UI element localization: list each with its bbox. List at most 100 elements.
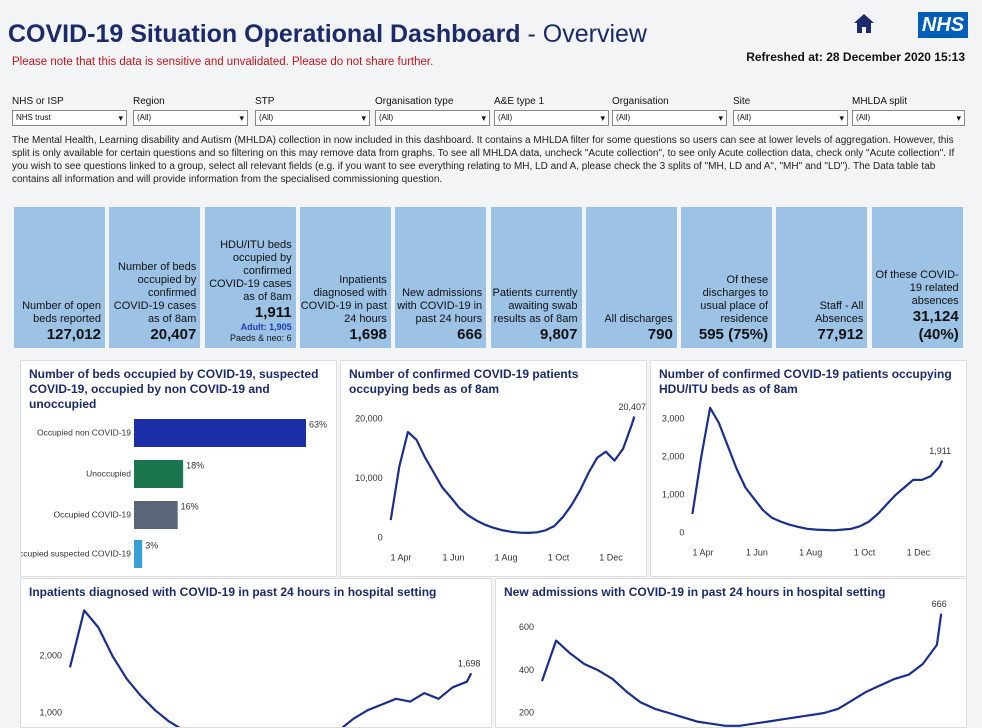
dropdown[interactable]: (All) [494, 110, 609, 126]
home-icon[interactable] [852, 12, 876, 36]
chart-panel: 0 1,000 2,000 3,000 1 Apr 1 Jun 1 Aug 1 Oct 1 De… [650, 360, 967, 577]
kpi-tile: All discharges 790 [585, 207, 677, 348]
title-main: COVID-19 Situation Operational Dashboard [8, 20, 521, 48]
chart-panel: Occupied non COVID-19 63% Unoccupied 18% Occ… [20, 360, 337, 577]
kpi-value: 1,911 [254, 304, 292, 321]
kpi-tile: Of these COVID-19 related absences 31,124… [871, 207, 963, 348]
filter-label: A&E type 1 [494, 96, 545, 107]
filter-label: STP [255, 96, 275, 107]
y-tick-label: 0 [378, 532, 383, 542]
filter: STP (All) [255, 96, 370, 126]
chart: 200 400 600 666 [519, 599, 947, 727]
bar [134, 419, 306, 447]
kpi-value: 666 [457, 326, 483, 343]
chart-title: New admissions with COVID-19 in past 24 … [504, 585, 886, 599]
x-tick-label: 1 Apr [692, 547, 713, 557]
x-tick-label: 1 Oct [854, 547, 876, 557]
filter: NHS or ISP NHS trust [12, 96, 127, 126]
x-tick-label: 1 Dec [907, 547, 931, 557]
category-label: Occupied non COVID-19 [37, 427, 131, 437]
kpi-label: Number of open beds reported [22, 300, 101, 325]
kpi-tile: HDU/ITU beds occupied by confirmed COVID… [204, 207, 296, 348]
filter: Organisation (All) [612, 96, 727, 126]
kpi-label: HDU/ITU beds occupied by confirmed COVID… [209, 239, 292, 303]
category-label: Occupied COVID-19 [54, 509, 132, 519]
filter: A&E type 1 (All) [494, 96, 609, 126]
dropdown[interactable]: NHS trust [12, 110, 127, 126]
kpi-value: 77,912 [817, 326, 864, 343]
end-label: 666 [932, 599, 947, 609]
x-tick-label: 1 Jun [443, 552, 465, 562]
filter: Organisation type (All) [375, 96, 490, 126]
chart: 1,000 2,000 1,698 [39, 609, 481, 727]
line [691, 406, 944, 532]
line [540, 613, 943, 727]
category-label: Unoccupied [86, 468, 131, 478]
dropdown[interactable]: (All) [133, 110, 248, 126]
value-label: 3% [145, 540, 158, 550]
header-title: COVID-19 Situation Operational Dashboard… [8, 20, 647, 49]
y-tick-label: 0 [679, 527, 684, 537]
y-tick-label: 10,000 [355, 473, 383, 483]
kpi-paeds: Paeds & neo: 6 [230, 333, 292, 343]
kpi-value: 1,698 [349, 326, 387, 343]
kpi-value: 20,407 [150, 326, 197, 343]
y-tick-label: 1,000 [39, 707, 62, 717]
bar [134, 540, 143, 568]
warning: Please note that this data is sensitive … [12, 56, 434, 68]
chart-title: Inpatients diagnosed with COVID-19 in pa… [29, 585, 437, 599]
kpi-adult: Adult: 1,905 [240, 322, 292, 332]
kpi-value: 790 [647, 326, 673, 343]
dropdown[interactable]: (All) [375, 110, 490, 126]
chart-panel: 0 10,000 20,000 1 Apr 1 Jun 1 Aug 1 Oct 1 Dec 20… [340, 360, 647, 577]
y-tick-label: 2,000 [39, 650, 62, 660]
filter-label: Region [133, 96, 165, 107]
kpi-tile: New admissions with COVID-19 in past 24 … [395, 207, 487, 348]
title-sub: - Overview [527, 20, 647, 48]
bar [134, 501, 178, 529]
y-tick-label: 1,000 [662, 489, 685, 499]
dropdown[interactable]: (All) [733, 110, 848, 126]
end-label: 1,911 [929, 446, 951, 456]
kpi-value: 9,807 [539, 326, 578, 343]
kpi-label: New admissions with COVID-19 in past 24 … [397, 287, 483, 325]
kpi-label: Inpatients diagnosed with COVID-19 in pa… [300, 274, 387, 325]
x-tick-label: 1 Aug [495, 552, 518, 562]
kpi-value: 31,124 (40%) [912, 308, 959, 343]
filter-label: Organisation [612, 96, 669, 107]
chart: Occupied non COVID-19 63% Unoccupied 18% Occ… [21, 419, 327, 568]
value-label: 16% [181, 501, 199, 511]
value-label: 18% [186, 460, 204, 470]
kpi-label: Number of beds occupied by confirmed COV… [113, 261, 197, 325]
chart-title: Number of beds occupied by COVID-19, sus… [29, 367, 319, 411]
chart-title: Number of confirmed COVID-19 patients oc… [349, 367, 579, 396]
end-label: 1,698 [458, 659, 481, 669]
chart-title: Number of confirmed COVID-19 patients oc… [659, 367, 952, 396]
dropdown[interactable]: (All) [612, 110, 727, 126]
dropdown[interactable]: (All) [255, 110, 370, 126]
bar [134, 460, 184, 488]
filter-label: NHS or ISP [12, 96, 64, 107]
kpi-tile: Number of beds occupied by confirmed COV… [109, 207, 201, 348]
dropdown[interactable]: (All) [852, 110, 965, 126]
kpi-tile: Of these discharges to usual place of re… [681, 207, 773, 348]
y-tick-label: 200 [519, 707, 534, 717]
filter-label: MHLDA split [852, 96, 908, 107]
kpi-label: Patients currently awaiting swab results… [492, 287, 578, 325]
nhs-logo: NHS [918, 12, 968, 38]
x-tick-label: 1 Apr [391, 552, 412, 562]
filter: Site (All) [733, 96, 848, 126]
filter: Region (All) [133, 96, 248, 126]
refreshed: Refreshed at: 28 December 2020 15:13 [746, 50, 965, 64]
kpi-label: Of these discharges to usual place of re… [700, 274, 769, 325]
filter: MHLDA split (All) [852, 96, 965, 126]
end-label: 20,407 [619, 402, 646, 412]
kpi-value: 595 (75%) [698, 326, 769, 343]
chart-panel: 200 400 600 666 New admissions with COVID-19… [495, 578, 967, 728]
y-tick-label: 600 [519, 622, 534, 632]
kpi-tile: Patients currently awaiting swab results… [490, 207, 582, 348]
kpi-tile: Inpatients diagnosed with COVID-19 in pa… [299, 207, 391, 348]
category-label: Occupied suspected COVID-19 [21, 548, 131, 558]
x-tick-label: 1 Aug [799, 547, 822, 557]
